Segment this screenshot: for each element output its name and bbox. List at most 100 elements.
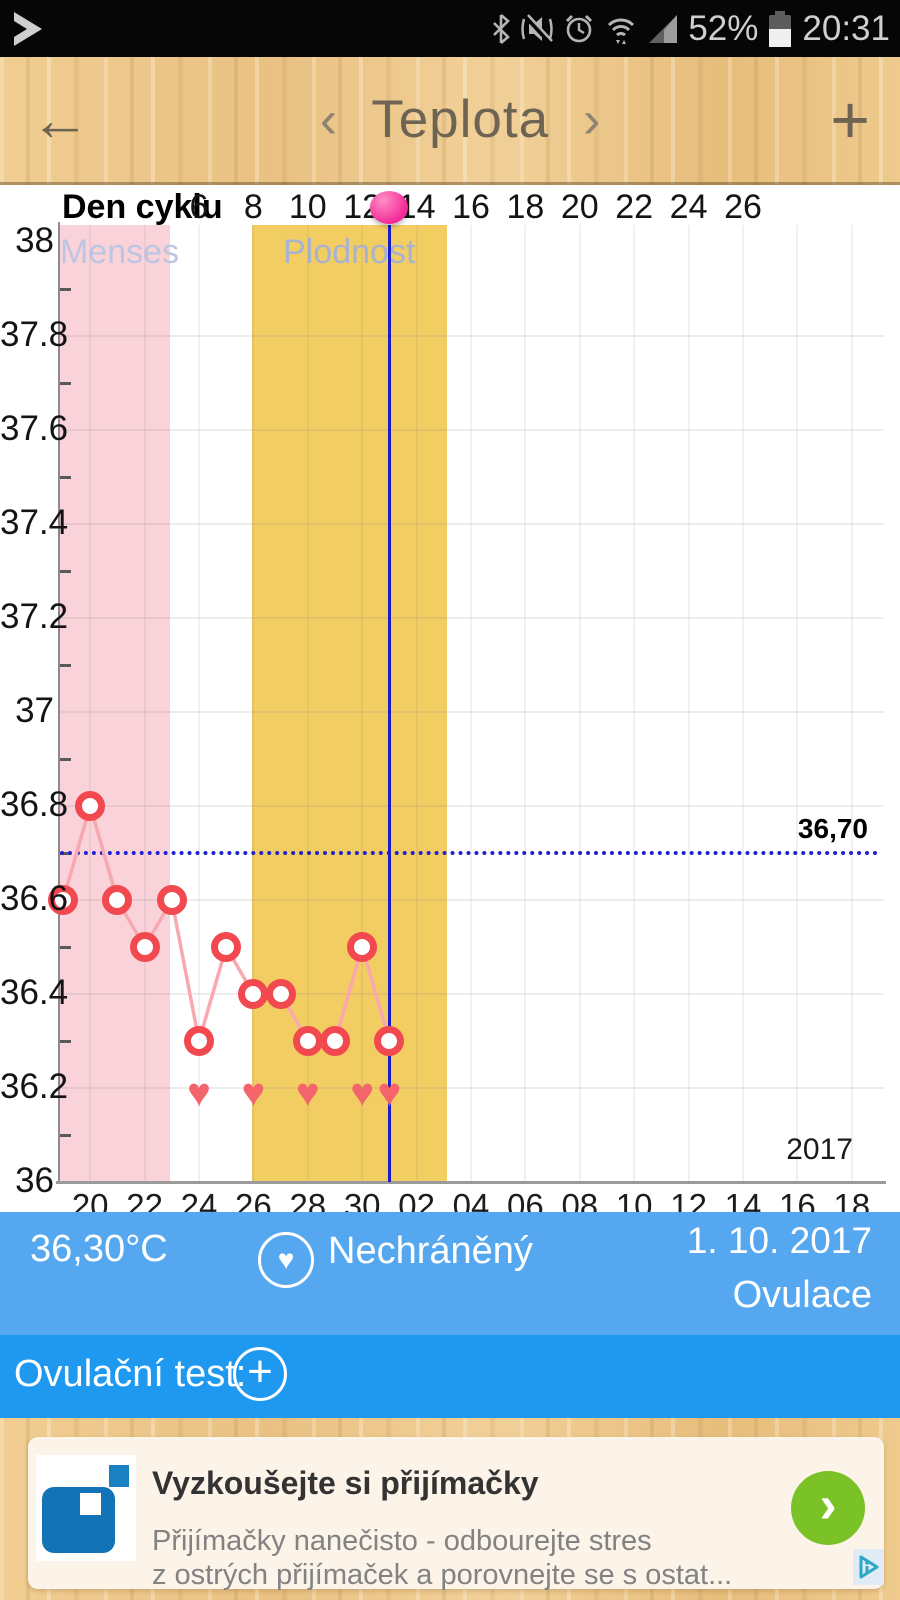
day-slider-handle[interactable] — [370, 191, 409, 224]
temp-point[interactable] — [129, 932, 160, 962]
back-button[interactable]: ← — [0, 89, 120, 150]
temp-point[interactable] — [211, 932, 242, 962]
temp-point[interactable] — [292, 1026, 323, 1056]
temp-point[interactable] — [265, 979, 296, 1009]
y-axis-label: 37.8 — [0, 315, 69, 354]
protection-label: Nechráněný — [328, 1230, 533, 1272]
gridline-h — [60, 335, 884, 337]
coverline-value-label: 36,70 — [797, 813, 868, 844]
wifi-icon — [608, 18, 635, 44]
temp-point[interactable] — [102, 885, 133, 915]
y-axis-label: 36.2 — [0, 1067, 69, 1106]
temp-point[interactable] — [184, 1026, 214, 1056]
gridline-v — [524, 225, 527, 1182]
y-axis-line — [58, 222, 60, 1182]
prev-chart-button[interactable]: ‹ — [319, 90, 338, 149]
gridline-v — [578, 225, 581, 1182]
mute-vibrate-icon — [521, 13, 554, 43]
add-ovulation-test-button[interactable]: + — [233, 1347, 287, 1401]
ad-cta-button[interactable]: › — [791, 1471, 865, 1545]
cycle-day-tick: 24 — [669, 188, 708, 226]
cursor-line — [388, 225, 392, 1182]
y-axis-label: 36.4 — [0, 973, 69, 1012]
gridline-v — [850, 225, 853, 1182]
y-axis-tick — [59, 288, 71, 291]
y-axis-label: 36.6 — [0, 879, 69, 918]
temp-point[interactable] — [347, 932, 378, 962]
plus-icon: + — [247, 1347, 273, 1396]
y-axis-tick — [59, 946, 71, 949]
temp-point[interactable] — [48, 885, 78, 915]
cycle-day-tick: 18 — [506, 188, 545, 226]
gridline-h — [60, 899, 884, 901]
intercourse-heart-mark: ♥ — [241, 1071, 266, 1115]
ad-card[interactable]: Vyzkoušejte si přijímačky Přijímačky nan… — [28, 1437, 884, 1591]
next-chart-button[interactable]: › — [583, 90, 601, 149]
gridline-v — [415, 225, 418, 1182]
y-axis-tick — [59, 664, 71, 667]
gridline-v — [89, 225, 92, 1182]
y-axis-label: 36 — [15, 1161, 54, 1200]
intercourse-icon: ♥ — [258, 1232, 314, 1288]
y-axis-label: 38 — [15, 221, 54, 260]
gridline-v — [361, 225, 364, 1182]
intercourse-heart-mark: ♥ — [295, 1071, 320, 1115]
y-axis-tick — [59, 382, 71, 385]
intercourse-heart-mark: ♥ — [187, 1071, 211, 1115]
cycle-day-tick: 16 — [452, 188, 490, 226]
selected-date: 1. 10. 2017 — [686, 1220, 872, 1261]
y-axis-label: 37 — [15, 691, 54, 730]
ad-description-line1: Přijímačky nanečisto - odbourejte stres — [152, 1525, 652, 1557]
coverline — [60, 851, 878, 855]
top-axis-title: Den cyklu — [62, 188, 223, 226]
alarm-icon — [566, 14, 593, 42]
signal-icon — [649, 14, 678, 43]
ad-logo — [36, 1455, 136, 1561]
clock: 20:31 — [802, 8, 890, 48]
gridline-h — [60, 711, 884, 713]
ad-logo-square-big — [42, 1487, 115, 1553]
temperature-chart[interactable]: Menses Plodnost 36,70 ♥ ♥ ♥ ♥ ♥ 36 36.2 36.4 36.6 36… — [0, 185, 900, 1224]
gridline-v — [742, 225, 744, 1182]
gridline-v — [143, 225, 146, 1182]
ad-logo-square-small — [109, 1465, 129, 1487]
x-axis-line — [56, 1181, 886, 1184]
day-summary-bar[interactable]: 36,30°C ♥ Nechráněný 1. 10. 2017 Ovulace — [0, 1212, 900, 1335]
y-axis-label: 37.2 — [0, 597, 69, 636]
cycle-day-tick: 26 — [724, 188, 762, 226]
temp-point[interactable] — [238, 979, 269, 1009]
page-title: Teplota — [371, 90, 550, 149]
gridline-h — [60, 805, 884, 807]
adchoices-icon[interactable] — [853, 1549, 884, 1585]
bluetooth-icon — [493, 13, 511, 44]
region-menses — [60, 225, 170, 1182]
temperature-value: 36,30°C — [30, 1228, 168, 1270]
year-label: 2017 — [786, 1133, 853, 1166]
gridline-h — [60, 993, 884, 995]
event-label: Ovulace — [732, 1274, 872, 1316]
gridline-h — [60, 429, 884, 431]
gridline-v — [796, 225, 799, 1182]
gridline-v — [470, 225, 472, 1182]
temp-point[interactable] — [156, 885, 187, 915]
gridline-v — [633, 225, 636, 1182]
gridline-v — [687, 225, 690, 1182]
cycle-day-tick: 8 — [243, 188, 263, 226]
ovulation-test-label: Ovulační test: — [14, 1353, 247, 1395]
heart-icon: ♥ — [277, 1244, 295, 1275]
intercourse-heart-mark: ♥ — [350, 1071, 375, 1115]
y-axis-tick — [59, 476, 71, 479]
gridline-h — [60, 617, 884, 619]
gridline-h — [60, 1087, 884, 1089]
ovulation-test-bar: Ovulační test: + — [0, 1335, 900, 1418]
y-axis-label: 36.8 — [0, 785, 69, 824]
cycle-day-tick: 22 — [615, 188, 654, 226]
intercourse-heart-mark: ♥ — [377, 1071, 402, 1115]
temp-point[interactable] — [75, 791, 106, 821]
add-entry-button[interactable]: + — [800, 86, 900, 154]
temp-point[interactable] — [374, 1026, 405, 1056]
temp-point[interactable] — [320, 1026, 350, 1056]
y-axis-label: 37.6 — [0, 409, 69, 448]
header: ← ‹ Teplota › + — [0, 57, 900, 185]
